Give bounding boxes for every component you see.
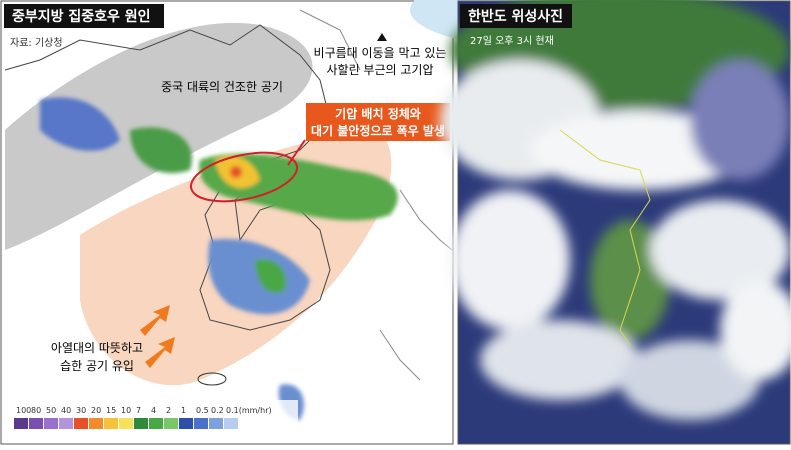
legend-label: 10 bbox=[121, 406, 131, 415]
title-box bbox=[460, 4, 572, 28]
annotation: 중국 대륙의 건조한 공기 bbox=[161, 80, 283, 94]
legend-swatch bbox=[134, 418, 148, 429]
legend: 100 80 50 40 30 20 15 10 7 4 2 1 0.5 0.2 0.1(mm/hr) bbox=[8, 400, 298, 434]
legend-swatch bbox=[164, 418, 178, 429]
legend-swatch bbox=[179, 418, 193, 429]
wind-arrow bbox=[140, 305, 170, 336]
legend-label: 2 bbox=[166, 406, 171, 415]
source: 자료: 기상청 bbox=[10, 37, 63, 49]
legend-swatch bbox=[89, 418, 103, 429]
legend-label: 7 bbox=[136, 406, 141, 415]
title-box bbox=[4, 4, 164, 28]
radar-echo bbox=[40, 97, 398, 420]
annotation: 습한 공기 유입 bbox=[60, 359, 134, 373]
timestamp: 27일 오후 3시 현재 bbox=[470, 35, 554, 47]
legend-swatch bbox=[194, 418, 208, 429]
legend-swatch bbox=[14, 418, 28, 429]
legend-label: 1 bbox=[181, 406, 186, 415]
legend-swatch bbox=[29, 418, 43, 429]
legend-swatch bbox=[104, 418, 118, 429]
panel-title: 한반도 위성사진 bbox=[468, 8, 563, 25]
legend-label: 40 bbox=[61, 406, 71, 415]
jeju-island bbox=[197, 372, 227, 386]
legend-swatch bbox=[119, 418, 133, 429]
highlight-ellipse bbox=[189, 151, 299, 203]
coastline bbox=[4, 24, 331, 331]
legend-label: 30 bbox=[76, 406, 86, 415]
coastline bbox=[299, 9, 453, 381]
legend-swatch bbox=[44, 418, 58, 429]
annotation: 아열대의 따뜻하고 bbox=[51, 341, 143, 355]
callout-text: 대기 불안정으로 폭우 발생 bbox=[311, 123, 445, 138]
legend-label: 0.2 bbox=[211, 406, 224, 415]
coastline bbox=[559, 129, 651, 346]
panel-title: 중부지방 집중호우 원인 bbox=[12, 8, 151, 25]
legend-label: 4 bbox=[151, 406, 156, 415]
legend-label: 50 bbox=[46, 406, 56, 415]
legend-label: 20 bbox=[91, 406, 101, 415]
annotation: 사할린 부근의 고기압 bbox=[327, 63, 434, 77]
legend-swatch bbox=[74, 418, 88, 429]
callout-text: 기압 배치 정체와 bbox=[335, 106, 421, 121]
callout-line bbox=[287, 139, 306, 166]
legend-label: 15 bbox=[106, 406, 116, 415]
legend-label: 0.1(mm/hr) bbox=[226, 406, 272, 415]
annotation: 비구름대 이동을 막고 있는 bbox=[314, 46, 447, 60]
legend-swatch bbox=[149, 418, 163, 429]
satellite-image: 한반도 위성사진 27일 오후 3시 현재 bbox=[440, 0, 791, 445]
legend-swatch bbox=[224, 418, 238, 429]
legend-label: 0.5 bbox=[196, 406, 209, 415]
legend-label: 80 bbox=[31, 406, 41, 415]
legend-label: 100 bbox=[16, 406, 31, 415]
legend-swatch bbox=[209, 418, 223, 429]
callout-box bbox=[306, 103, 450, 141]
pointer bbox=[377, 33, 387, 41]
wind-arrow bbox=[145, 337, 175, 368]
legend-swatch bbox=[59, 418, 73, 429]
